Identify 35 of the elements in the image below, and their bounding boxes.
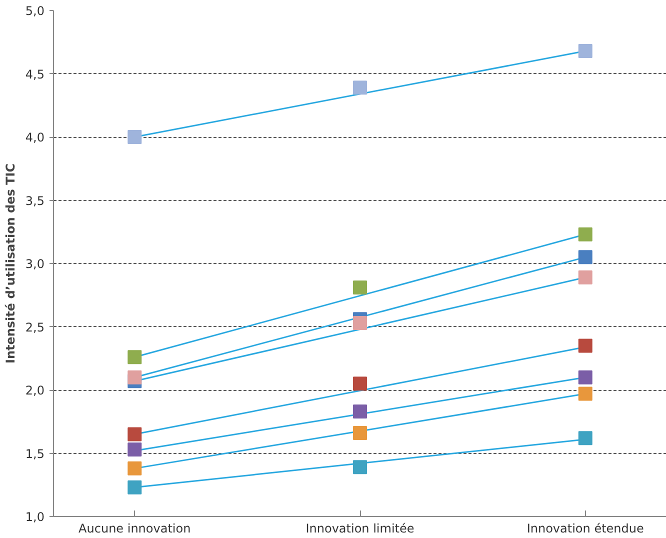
point: [128, 480, 142, 494]
point: [353, 376, 367, 391]
y-tick-label: 2,0: [25, 384, 45, 398]
x-tick-label: Aucune innovation: [78, 522, 191, 536]
y-tick-label: 1,5: [25, 446, 45, 461]
point: [353, 460, 367, 474]
point: [578, 270, 592, 284]
point: [128, 350, 142, 364]
point: [578, 250, 592, 264]
point: [128, 427, 142, 442]
point: [128, 461, 142, 476]
x-tick-label: Innovation limitée: [306, 522, 414, 536]
point: [128, 442, 142, 456]
y-tick-label: 1,0: [25, 510, 45, 524]
point: [578, 431, 592, 446]
y-tick-label: 4,0: [25, 130, 45, 144]
point: [578, 227, 592, 242]
y-tick-label: 4,5: [25, 67, 45, 82]
point: [353, 80, 367, 95]
point: [578, 386, 592, 401]
point: [353, 426, 367, 440]
point: [353, 316, 367, 330]
point: [353, 404, 367, 419]
point: [578, 338, 592, 353]
y-tick-label: 3,5: [25, 194, 45, 208]
y-axis-title: Intensité d’utilisation des TIC: [3, 163, 18, 364]
y-tick-label: 5,0: [25, 4, 45, 18]
x-tick-label: Innovation étendue: [526, 522, 644, 536]
y-tick-label: 2,5: [25, 320, 45, 334]
y-tick-label: 3,0: [25, 257, 45, 271]
point: [353, 280, 367, 295]
point: [578, 44, 592, 58]
point: [578, 370, 592, 384]
point: [128, 130, 142, 144]
point: [128, 370, 142, 384]
